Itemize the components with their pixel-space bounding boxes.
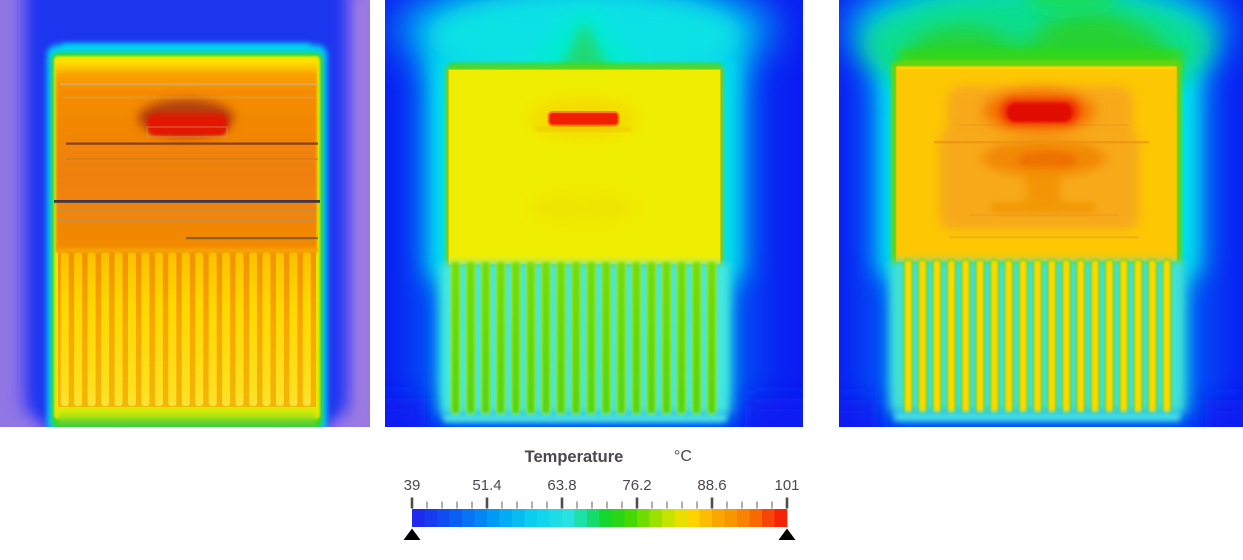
svg-text:101: 101 bbox=[774, 477, 799, 494]
svg-text:88.6: 88.6 bbox=[697, 477, 726, 494]
svg-text:63.8: 63.8 bbox=[547, 477, 576, 494]
svg-text:51.4: 51.4 bbox=[472, 477, 501, 494]
svg-text:39: 39 bbox=[404, 477, 421, 494]
svg-text:°C: °C bbox=[674, 448, 692, 465]
svg-text:76.2: 76.2 bbox=[622, 477, 651, 494]
svg-text:Temperature: Temperature bbox=[525, 448, 624, 466]
